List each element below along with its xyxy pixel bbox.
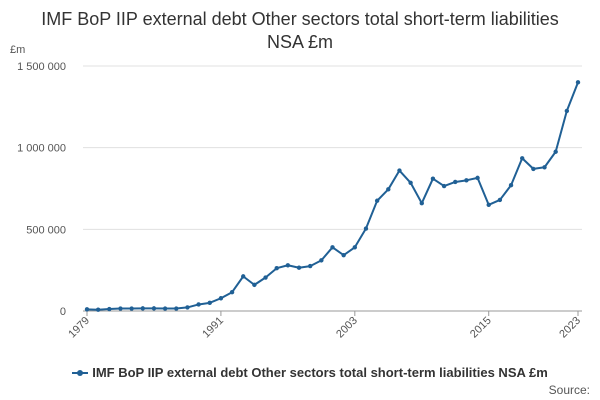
data-point[interactable]: [475, 175, 480, 181]
data-point[interactable]: [486, 202, 491, 208]
x-axis: [83, 310, 582, 316]
data-point[interactable]: [162, 306, 168, 311]
data-point[interactable]: [430, 176, 436, 181]
data-point[interactable]: [319, 258, 324, 263]
data-point[interactable]: [263, 275, 268, 280]
data-point[interactable]: [453, 179, 458, 185]
series-layer: [84, 80, 581, 312]
data-point[interactable]: [508, 183, 514, 188]
data-point[interactable]: [207, 300, 212, 306]
data-point[interactable]: [274, 266, 279, 271]
data-point[interactable]: [84, 307, 90, 312]
data-point[interactable]: [419, 201, 424, 206]
legend-label: IMF BoP IIP external debt Other sectors …: [92, 365, 548, 380]
data-point[interactable]: [352, 245, 358, 250]
data-point[interactable]: [374, 198, 380, 203]
data-point[interactable]: [520, 156, 525, 161]
data-point[interactable]: [441, 183, 447, 189]
data-point[interactable]: [151, 306, 157, 311]
legend[interactable]: IMF BoP IIP external debt Other sectors …: [30, 365, 590, 380]
x-tick-label: 1979: [66, 315, 92, 341]
data-point[interactable]: [196, 302, 201, 307]
x-tick-label: 2023: [557, 315, 583, 341]
data-point[interactable]: [229, 290, 235, 295]
y-tick-label: 1 500 000: [17, 61, 66, 73]
y-tick-label: 1 000 000: [17, 143, 66, 155]
data-point[interactable]: [107, 306, 112, 312]
data-point[interactable]: [564, 108, 570, 114]
data-point[interactable]: [129, 306, 134, 311]
data-point[interactable]: [118, 306, 123, 311]
data-point[interactable]: [174, 306, 179, 311]
data-point[interactable]: [542, 165, 547, 170]
chart-title: IMF BoP IIP external debt Other sectors …: [41, 9, 559, 52]
x-tick-label: 2003: [334, 315, 360, 341]
y-tick-label: 500 000: [26, 224, 66, 236]
legend-swatch-icon: [72, 368, 89, 378]
data-point[interactable]: [140, 306, 145, 311]
data-point[interactable]: [330, 245, 335, 250]
data-point[interactable]: [307, 263, 313, 269]
data-point[interactable]: [218, 296, 224, 301]
y-axis-tick-labels: 0 500 000 1 000 000 1 500 000: [17, 61, 66, 318]
data-point[interactable]: [296, 265, 302, 270]
data-point[interactable]: [363, 226, 369, 231]
data-point[interactable]: [95, 307, 101, 312]
data-point[interactable]: [397, 168, 402, 173]
y-axis-unit-label: £m: [10, 44, 26, 56]
gridlines: [83, 65, 582, 312]
data-point[interactable]: [285, 263, 291, 268]
data-point[interactable]: [575, 80, 581, 85]
data-point[interactable]: [341, 252, 346, 258]
x-tick-label: 2015: [468, 315, 494, 341]
data-point[interactable]: [386, 187, 391, 192]
data-point[interactable]: [252, 282, 257, 288]
data-point[interactable]: [241, 274, 246, 279]
x-axis-tick-labels: 1979 1991 2003 2015 2023: [66, 315, 583, 341]
data-point[interactable]: [497, 197, 503, 203]
series-line: [86, 81, 579, 311]
data-point[interactable]: [185, 305, 190, 310]
data-point[interactable]: [531, 166, 536, 172]
data-point[interactable]: [464, 178, 469, 183]
source-label: Source:: [548, 383, 590, 397]
y-tick-label: 0: [60, 306, 66, 318]
x-tick-label: 1991: [200, 315, 226, 341]
data-point[interactable]: [553, 149, 558, 154]
data-point[interactable]: [408, 180, 413, 185]
